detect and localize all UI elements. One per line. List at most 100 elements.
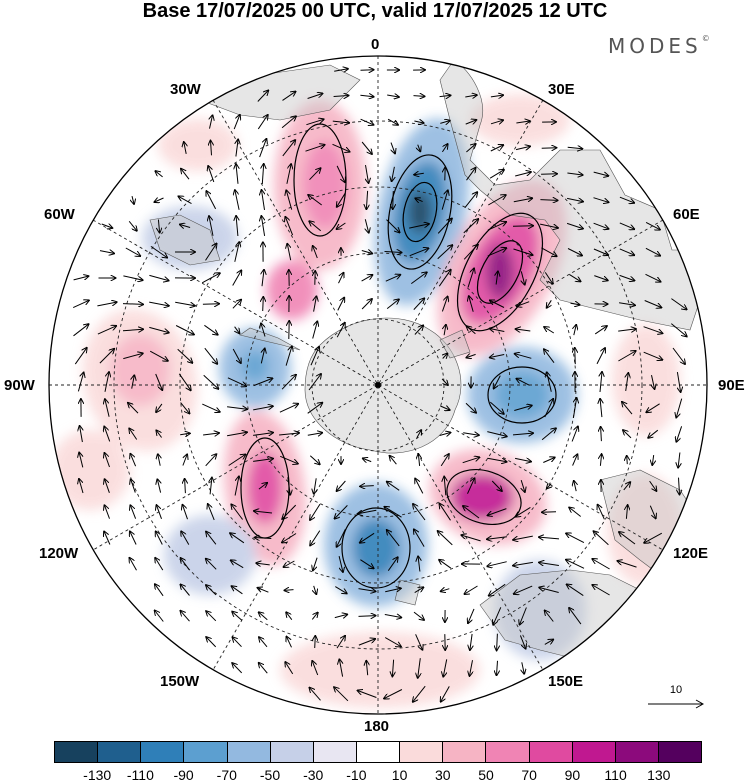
wind-arrow — [464, 192, 477, 209]
wind-arrow — [310, 347, 319, 366]
wind-arrow — [440, 406, 449, 410]
wind-arrow — [232, 663, 243, 674]
wind-arrow — [465, 585, 478, 594]
wind-arrow — [158, 219, 159, 233]
wind-arrow — [392, 166, 395, 181]
wind-arrow — [206, 191, 217, 210]
wind-arrow — [679, 477, 680, 495]
wind-arrow — [79, 479, 84, 494]
wind-arrow — [358, 616, 376, 617]
wind-arrow — [513, 248, 533, 255]
wind-arrow — [415, 634, 423, 649]
wind-arrow — [415, 479, 424, 494]
colorbar-tick-label: -90 — [173, 767, 194, 783]
wind-arrow — [593, 222, 609, 229]
wind-arrow — [132, 375, 135, 389]
wind-arrow — [465, 120, 477, 125]
wind-arrow — [233, 637, 242, 648]
wind-arrow — [487, 248, 506, 257]
wind-arrow — [104, 532, 111, 545]
wind-arrow — [418, 144, 421, 152]
wind-arrow — [566, 533, 585, 544]
wind-arrow — [79, 453, 83, 468]
wind-arrow — [206, 532, 217, 545]
wind-arrow — [358, 509, 377, 514]
wind-arrow — [566, 222, 583, 228]
wind-arrow — [515, 458, 531, 461]
wind-arrow — [366, 190, 367, 209]
colorbar-swatch — [141, 741, 185, 763]
wind-arrow — [438, 270, 450, 287]
wind-arrow — [645, 273, 661, 281]
wind-arrow — [228, 455, 246, 466]
lon-label-90e: 90E — [718, 377, 745, 394]
wind-arrow — [488, 195, 505, 206]
wind-arrow — [465, 402, 476, 412]
wind-arrow — [97, 302, 116, 307]
wind-arrow — [366, 661, 367, 676]
wind-arrow — [413, 96, 425, 97]
wind-arrow — [490, 329, 505, 332]
wind-arrow — [544, 349, 555, 363]
wind-arrow — [235, 326, 240, 334]
wind-arrow — [262, 190, 265, 210]
wind-arrow — [259, 663, 268, 674]
wind-arrow — [128, 403, 139, 414]
wind-arrow — [181, 531, 190, 545]
wind-arrow — [490, 120, 503, 124]
wind-arrow — [618, 561, 637, 568]
wind-arrow — [648, 429, 659, 438]
wind-arrow — [155, 171, 163, 178]
wind-arrow — [360, 559, 373, 569]
map-border — [48, 55, 708, 715]
wind-arrow — [125, 247, 140, 256]
wind-arrow — [99, 251, 114, 254]
wind-arrow — [544, 272, 552, 283]
height-contours — [240, 123, 557, 589]
wind-arrow — [150, 245, 167, 257]
wind-arrow — [337, 480, 346, 491]
colorbar-tick-label: -50 — [259, 767, 281, 783]
wind-arrow — [312, 322, 318, 339]
wind-arrow — [105, 399, 110, 417]
wind-arrow — [569, 608, 582, 625]
wind-arrow — [253, 378, 273, 387]
lon-label-150w: 150W — [160, 673, 200, 690]
wind-arrow — [515, 146, 530, 149]
wind-arrow — [149, 326, 168, 332]
wind-arrow — [361, 251, 372, 254]
wind-arrow — [122, 329, 143, 331]
wind-arrow — [334, 614, 347, 617]
wind-arrow — [97, 326, 116, 335]
wind-arrow — [122, 304, 143, 305]
wind-arrow — [575, 348, 576, 365]
wind-arrow — [232, 612, 243, 621]
wind-arrow — [336, 165, 345, 182]
wind-arrow — [521, 479, 525, 492]
wind-arrow — [282, 92, 296, 101]
wind-arrow — [130, 454, 137, 467]
wind-arrow — [515, 354, 532, 359]
wind-arrow — [202, 304, 219, 305]
wind-arrow — [444, 325, 446, 336]
wind-arrow — [258, 483, 267, 490]
colorbar-tick-label: 110 — [604, 767, 627, 783]
reference-vector-value: 10 — [669, 684, 683, 696]
wind-arrow — [514, 406, 531, 411]
wind-arrow — [156, 532, 163, 545]
wind-arrow — [307, 403, 323, 414]
wind-arrow — [414, 529, 425, 547]
wind-arrow — [619, 532, 636, 545]
wind-arrow — [206, 637, 217, 648]
wind-arrow — [491, 480, 502, 491]
wind-arrow — [514, 585, 533, 594]
wind-vectors — [72, 69, 687, 702]
wind-arrow — [263, 297, 264, 312]
lon-label-120w: 120W — [39, 545, 79, 562]
wind-arrow — [513, 535, 533, 540]
wind-arrow — [467, 478, 475, 494]
brand-name: MODES — [608, 34, 702, 58]
wind-arrow — [619, 196, 634, 203]
colorbar-swatch — [54, 741, 99, 763]
wind-arrow — [441, 297, 447, 312]
